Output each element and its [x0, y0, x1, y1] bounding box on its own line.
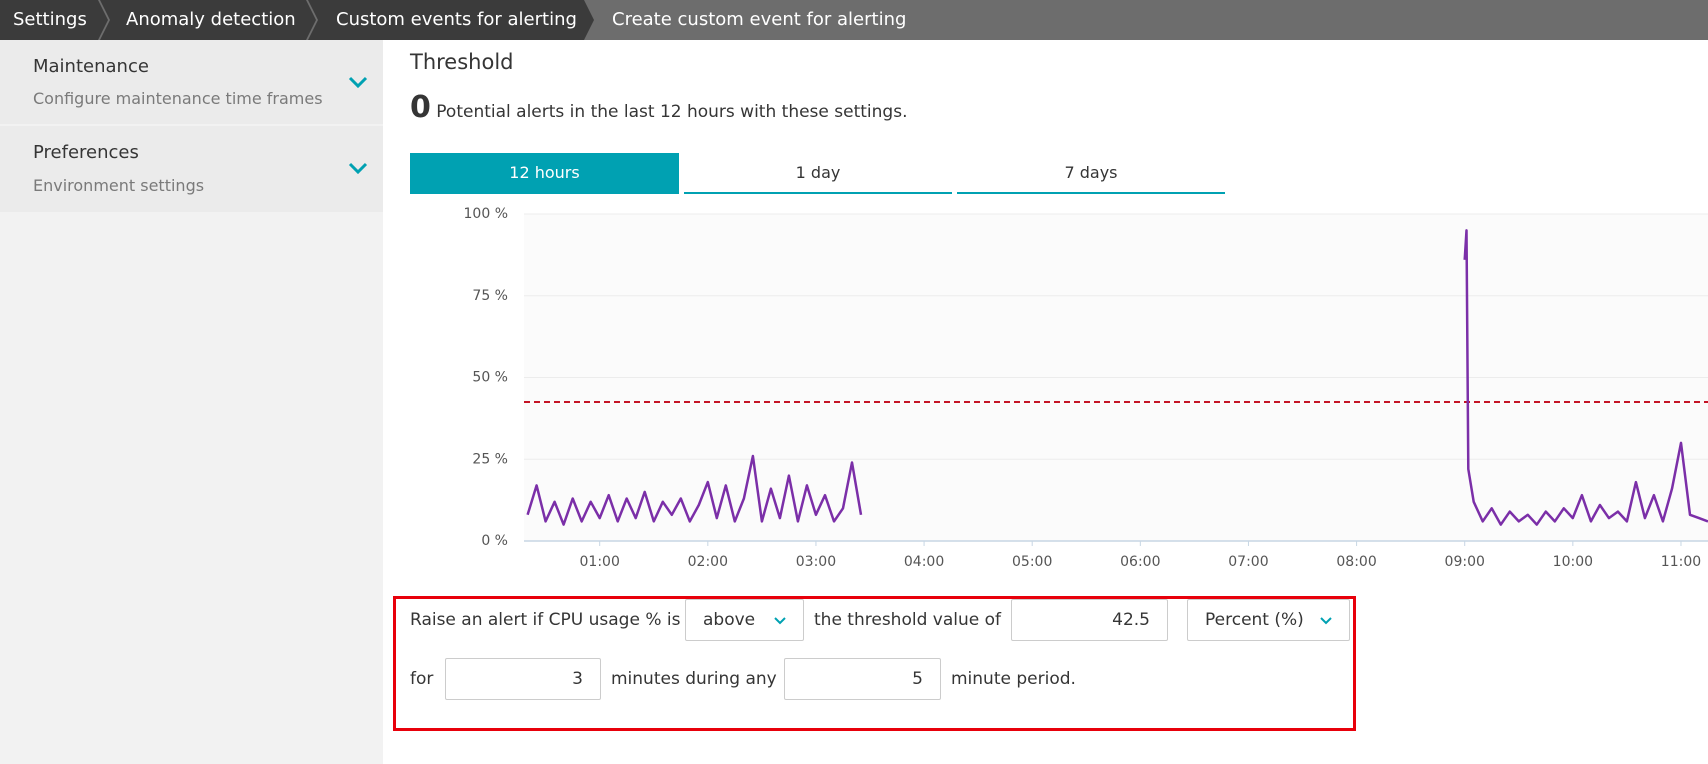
- threshold-input[interactable]: 42.5: [1011, 599, 1168, 641]
- select-value: above: [703, 610, 756, 630]
- item-title: Preferences: [33, 142, 139, 163]
- unit-select[interactable]: Percent (%): [1187, 599, 1350, 641]
- crumb[interactable]: Custom events for alerting: [308, 0, 594, 40]
- crumb: Create custom event for alerting: [596, 0, 1708, 40]
- input-value: 3: [572, 669, 583, 689]
- x-tick-label: 11:00: [1661, 554, 1701, 570]
- crumb-text: Settings: [13, 9, 87, 30]
- item-subtitle: Environment settings: [33, 176, 205, 195]
- x-tick-label: 10:00: [1553, 554, 1593, 570]
- sidebar-item[interactable]: Maintenance Configure maintenance time f…: [0, 40, 383, 124]
- item-title: Maintenance: [33, 56, 149, 77]
- minutes-input[interactable]: 3: [445, 658, 601, 700]
- alert-form: [393, 596, 1356, 731]
- data-line: [526, 454, 863, 526]
- x-tick-label: 03:00: [796, 554, 836, 570]
- y-tick-label: 50 %: [472, 370, 508, 386]
- chart: 0 % 25 % 50 % 75 % 100 % 01:00 02:00 03:00 04:00…: [464, 206, 1708, 570]
- chevron: [348, 76, 368, 88]
- alert-count: 0: [410, 90, 431, 125]
- data-line: [1463, 229, 1708, 526]
- x-tick-label: 06:00: [1120, 554, 1160, 570]
- alert-text: Potential alerts in the last 12 hours wi…: [436, 102, 908, 122]
- condition-select[interactable]: above: [685, 599, 804, 641]
- alert-summary: 0 Potential alerts in the last 12 hours …: [410, 90, 907, 125]
- form-label: minutes during any: [611, 669, 777, 689]
- tab[interactable]: 1 day: [684, 153, 952, 194]
- form-label: Raise an alert if CPU usage % is: [410, 610, 681, 630]
- crumb-text: Anomaly detection: [126, 9, 296, 30]
- y-tick-label: 75 %: [472, 288, 508, 304]
- section-title: Threshold: [410, 50, 514, 74]
- x-tick-label: 01:00: [580, 554, 620, 570]
- item-subtitle: Configure maintenance time frames: [33, 89, 323, 108]
- crumb-text: Custom events for alerting: [336, 9, 577, 30]
- period-input[interactable]: 5: [784, 658, 941, 700]
- crumb[interactable]: Settings: [0, 0, 108, 40]
- x-tick-label: 07:00: [1228, 554, 1268, 570]
- x-tick-label: 05:00: [1012, 554, 1052, 570]
- form-label: the threshold value of: [814, 610, 1001, 630]
- sidebar-item[interactable]: Preferences Environment settings: [0, 126, 383, 212]
- tab[interactable]: 7 days: [957, 153, 1225, 194]
- chevron: [348, 162, 368, 174]
- x-tick-label: 09:00: [1445, 554, 1485, 570]
- y-tick-label: 0 %: [481, 533, 508, 549]
- y-tick-label: 25 %: [472, 451, 508, 467]
- form-label: minute period.: [951, 669, 1076, 689]
- x-tick-label: 04:00: [904, 554, 944, 570]
- form-label: for: [410, 669, 434, 689]
- x-tick-label: 02:00: [688, 554, 728, 570]
- chevron: [1320, 617, 1332, 625]
- chevron: [774, 617, 786, 625]
- input-value: 5: [912, 669, 923, 689]
- input-value: 42.5: [1112, 610, 1150, 630]
- crumb-text: Create custom event for alerting: [612, 9, 907, 30]
- select-value: Percent (%): [1205, 610, 1304, 630]
- x-tick-label: 08:00: [1336, 554, 1376, 570]
- y-tick-label: 100 %: [464, 206, 508, 222]
- crumb[interactable]: Anomaly detection: [100, 0, 316, 40]
- tab-active[interactable]: 12 hours: [410, 153, 679, 194]
